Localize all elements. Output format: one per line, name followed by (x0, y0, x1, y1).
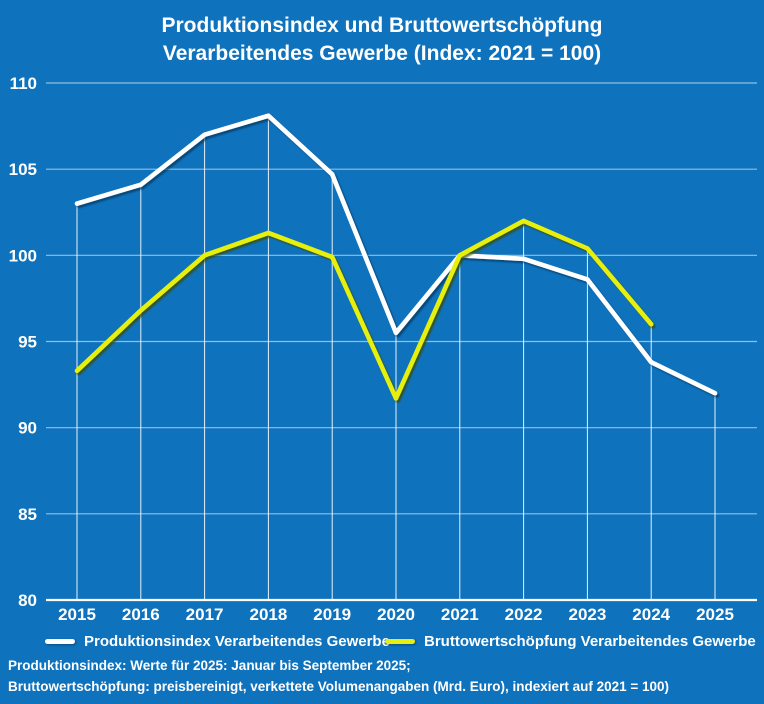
chart-title-line1: Produktionsindex und Bruttowertschöpfung (161, 14, 603, 37)
x-tick-label-2025: 2025 (696, 605, 734, 624)
chart-title: Produktionsindex und Bruttowertschöpfung… (0, 12, 764, 68)
series-line-1 (74, 218, 654, 401)
x-tick-label-2023: 2023 (568, 605, 606, 624)
y-tick-label-95: 95 (18, 333, 37, 352)
x-tick-label-2022: 2022 (505, 605, 543, 624)
legend-line-swatch-white-icon (45, 638, 75, 644)
legend-item-bruttowertschoepfung: Bruttowertschöpfung Verarbeitendes Gewer… (385, 631, 756, 651)
x-tick-label-2016: 2016 (122, 605, 160, 624)
x-tick-label-2021: 2021 (441, 605, 479, 624)
x-tick-label-2018: 2018 (249, 605, 287, 624)
chart-footnotes: Produktionsindex: Werte für 2025: Januar… (8, 655, 760, 697)
x-tick-label-2024: 2024 (632, 605, 670, 624)
legend-item-produktionsindex: Produktionsindex Verarbeitendes Gewerbe (45, 631, 390, 651)
y-tick-label-105: 105 (9, 160, 37, 179)
y-tick-label-100: 100 (9, 246, 37, 265)
legend-label-produktionsindex: Produktionsindex Verarbeitendes Gewerbe (84, 632, 390, 650)
series-line-0 (74, 113, 718, 396)
footnote-line-2: Bruttowertschöpfung: preisbereinigt, ver… (8, 679, 670, 694)
y-tick-label-90: 90 (18, 419, 37, 438)
chart-title-line2: Verarbeitendes Gewerbe (Index: 2021 = 10… (162, 42, 602, 65)
legend-line-swatch-yellow-icon (385, 638, 415, 644)
footnote-line-1: Produktionsindex: Werte für 2025: Januar… (8, 658, 411, 673)
x-tick-label-2017: 2017 (186, 605, 224, 624)
y-tick-label-85: 85 (18, 505, 37, 524)
x-tick-label-2020: 2020 (377, 605, 415, 624)
legend-label-bruttowertschoepfung: Bruttowertschöpfung Verarbeitendes Gewer… (424, 632, 756, 650)
chart-legend: Produktionsindex Verarbeitendes Gewerbe … (0, 631, 764, 651)
y-tick-label-80: 80 (18, 591, 37, 610)
y-tick-label-110: 110 (10, 74, 37, 93)
x-tick-label-2019: 2019 (313, 605, 351, 624)
x-tick-label-2015: 2015 (58, 605, 96, 624)
